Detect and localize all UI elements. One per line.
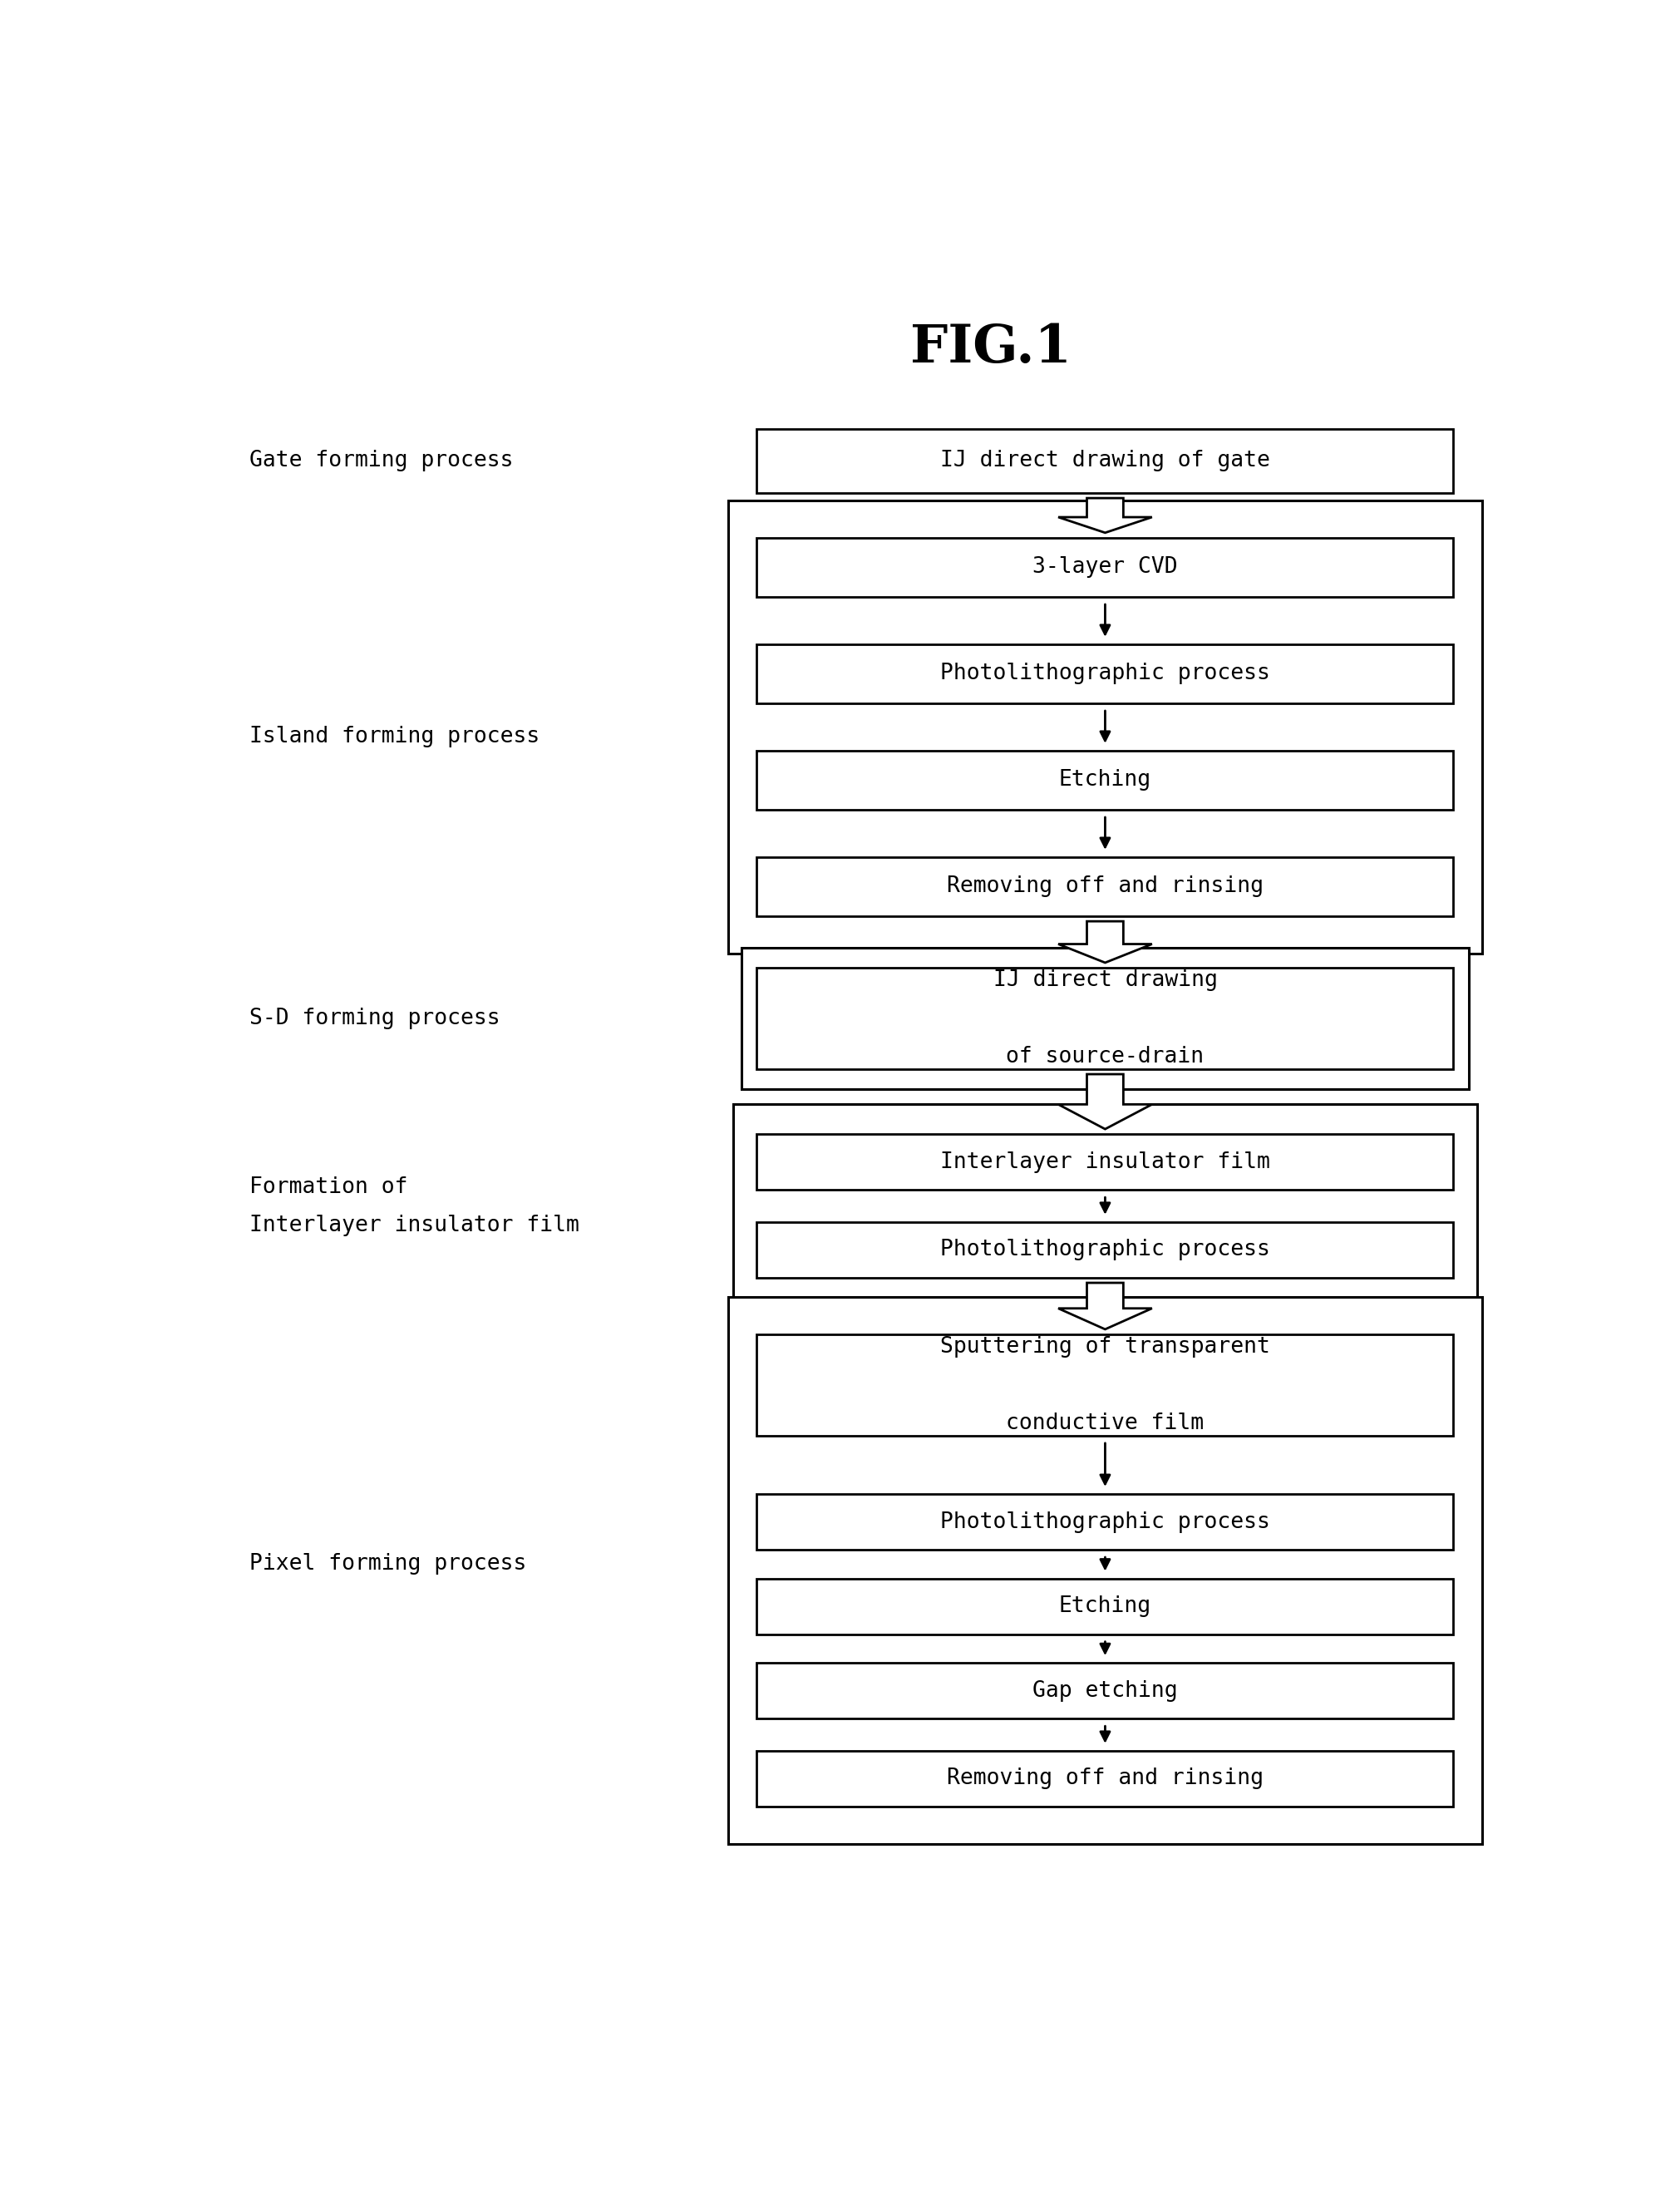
Polygon shape [1058, 498, 1152, 533]
Bar [758, 968, 1453, 1068]
Polygon shape [1058, 921, 1152, 963]
Bar [758, 1134, 1453, 1189]
Text: IJ direct drawing

of source-drain: IJ direct drawing of source-drain [993, 970, 1218, 1068]
Text: Photolithographic process: Photolithographic process [941, 663, 1270, 685]
Text: Gate forming process: Gate forming process [249, 450, 512, 472]
Polygon shape [1058, 1075, 1152, 1130]
Bar [758, 750, 1453, 810]
Bar [741, 948, 1468, 1090]
Bar [758, 1751, 1453, 1806]
Bar [734, 1104, 1477, 1308]
Bar [758, 1222, 1453, 1277]
Bar [727, 500, 1482, 954]
Bar [758, 858, 1453, 917]
Text: Photolithographic process: Photolithographic process [941, 1512, 1270, 1534]
Text: Interlayer insulator film: Interlayer insulator film [941, 1152, 1270, 1174]
Text: Pixel forming process: Pixel forming process [249, 1553, 526, 1575]
Text: Removing off and rinsing: Removing off and rinsing [948, 875, 1263, 897]
Bar [758, 645, 1453, 704]
Bar [727, 1297, 1482, 1843]
Text: 3-layer CVD: 3-layer CVD [1033, 557, 1178, 579]
Text: Island forming process: Island forming process [249, 726, 539, 748]
Bar [758, 1494, 1453, 1549]
Text: Sputtering of transparent

conductive film: Sputtering of transparent conductive fil… [941, 1336, 1270, 1435]
Text: Formation of
Interlayer insulator film: Formation of Interlayer insulator film [249, 1176, 580, 1235]
Text: Photolithographic process: Photolithographic process [941, 1240, 1270, 1262]
Bar [758, 1334, 1453, 1435]
Bar [758, 1663, 1453, 1718]
Text: Removing off and rinsing: Removing off and rinsing [948, 1768, 1263, 1790]
Bar [758, 428, 1453, 494]
Polygon shape [1058, 1283, 1152, 1330]
Bar [758, 1577, 1453, 1635]
Text: IJ direct drawing of gate: IJ direct drawing of gate [941, 450, 1270, 472]
Text: S-D forming process: S-D forming process [249, 1007, 499, 1029]
Text: FIG.1: FIG.1 [911, 323, 1072, 373]
Text: Gap etching: Gap etching [1033, 1681, 1178, 1703]
Text: Etching: Etching [1058, 770, 1151, 792]
Text: Etching: Etching [1058, 1595, 1151, 1617]
Bar [758, 538, 1453, 597]
